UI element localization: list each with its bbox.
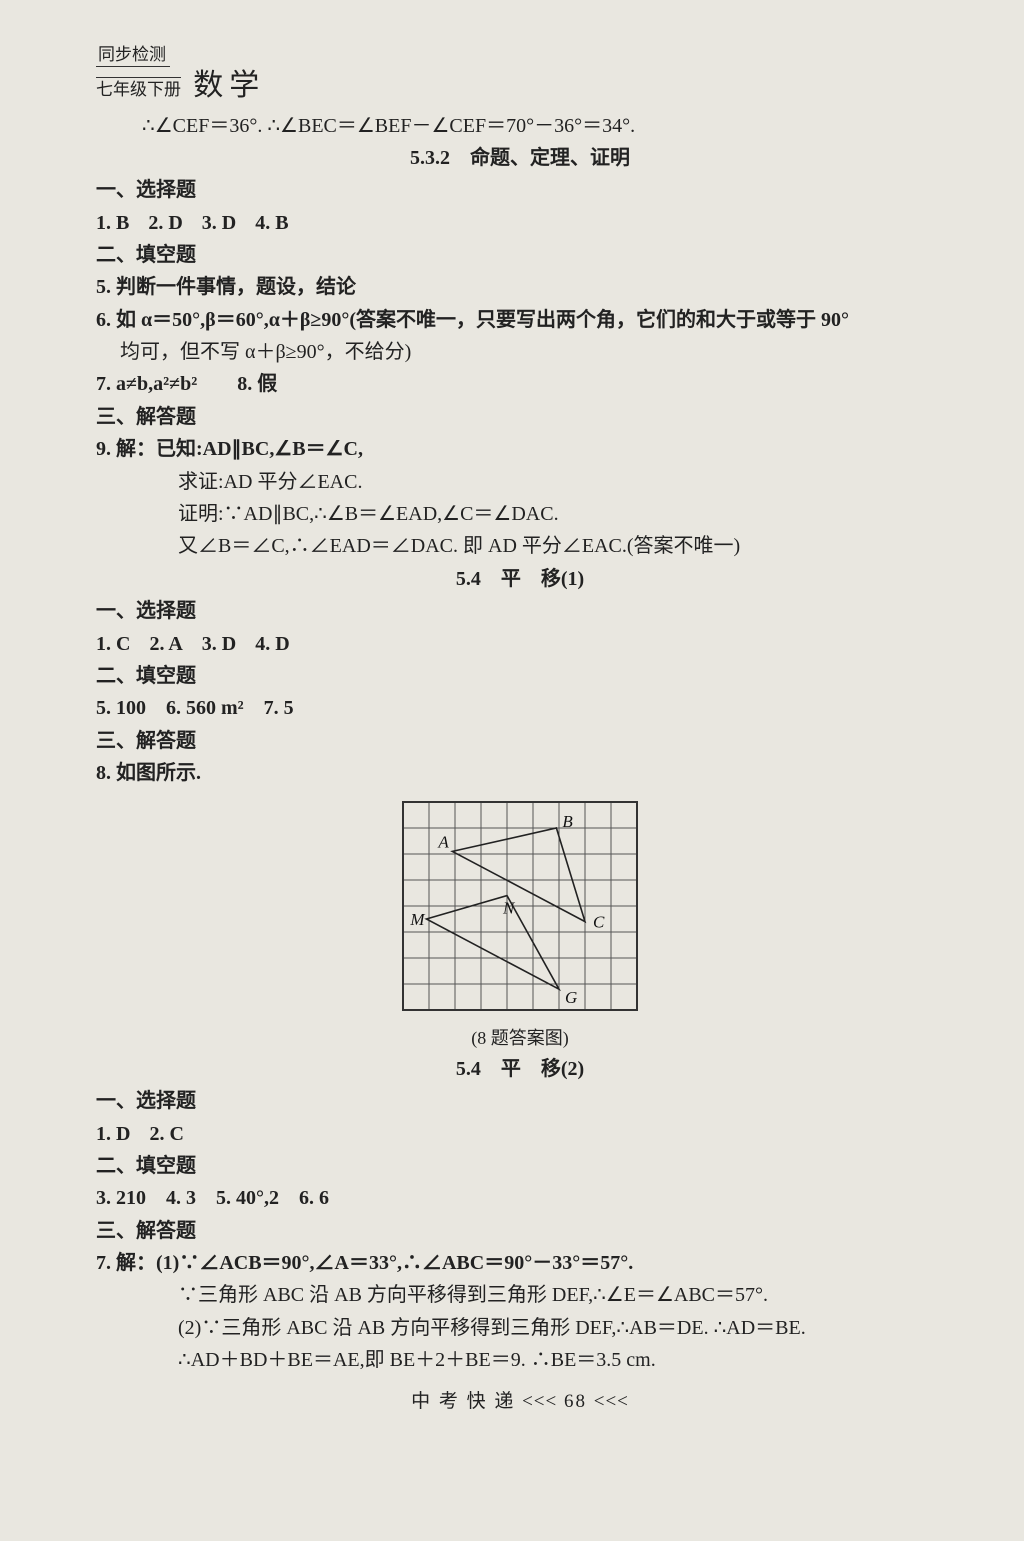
svg-text:B: B	[562, 812, 573, 831]
s1-q9c: 证明:∵AD∥BC,∴∠B＝∠EAD,∠C＝∠DAC.	[96, 498, 944, 530]
s1-h2: 二、填空题	[96, 239, 944, 271]
s3-q7c: (2)∵三角形 ABC 沿 AB 方向平移得到三角形 DEF,∴AB＝DE. ∴…	[96, 1312, 944, 1344]
s2-a2: 2. A	[149, 633, 182, 655]
s3-q7b: ∵三角形 ABC 沿 AB 方向平移得到三角形 DEF,∴∠E＝∠ABC＝57°…	[96, 1279, 944, 1311]
s3-h1: 一、选择题	[96, 1085, 944, 1117]
s2-fill: 5. 100 6. 560 m² 7. 5	[96, 692, 944, 724]
page-header: 同步检测 七年级下册 数学	[96, 44, 944, 105]
svg-text:C: C	[593, 912, 605, 931]
svg-text:G: G	[565, 988, 577, 1007]
s2-h3: 三、解答题	[96, 725, 944, 757]
footer-sep1: <<<	[522, 1391, 557, 1412]
s2-a4: 4. D	[255, 633, 289, 655]
s1-a4: 4. B	[255, 212, 288, 234]
s1-q9a: 9. 解：已知:AD∥BC,∠B＝∠C,	[96, 433, 944, 465]
s2-a3: 3. D	[202, 633, 236, 655]
s2-mc-answers: 1. C 2. A 3. D 4. D	[96, 628, 944, 660]
s2-q8: 8. 如图所示.	[96, 757, 944, 789]
svg-text:A: A	[437, 832, 449, 851]
s2-h2: 二、填空题	[96, 660, 944, 692]
page-footer: 中 考 快 递 <<< 68 <<<	[96, 1387, 944, 1418]
s1-q7: 7. a≠b,a²≠b² 8. 假	[96, 368, 944, 400]
footer-sep2: <<<	[594, 1391, 629, 1412]
s3-a2: 2. C	[149, 1123, 183, 1145]
s1-mc-answers: 1. B 2. D 3. D 4. B	[96, 207, 944, 239]
s3-h2: 二、填空题	[96, 1150, 944, 1182]
s1-q9b: 求证:AD 平分∠EAC.	[96, 466, 944, 498]
s3-mc-answers: 1. D 2. C	[96, 1118, 944, 1150]
s1-a3: 3. D	[202, 212, 236, 234]
grid-figure-svg: A B N M C G	[395, 796, 645, 1020]
carryover-line: ∴∠CEF＝36°. ∴∠BEC＝∠BEF－∠CEF＝70°－36°＝34°.	[96, 111, 944, 142]
footer-label: 中 考 快 递	[411, 1391, 515, 1412]
figure-8: A B N M C G	[96, 796, 944, 1020]
section-title-541: 5.4 平 移(1)	[96, 563, 944, 595]
s3-q7d: ∴AD＋BD＋BE＝AE,即 BE＋2＋BE＝9. ∴BE＝3.5 cm.	[96, 1344, 944, 1376]
s3-h3: 三、解答题	[96, 1215, 944, 1247]
hdr-line2: 七年级下册	[96, 77, 181, 100]
s2-h1: 一、选择题	[96, 595, 944, 627]
svg-text:N: N	[502, 898, 516, 917]
s1-a2: 2. D	[148, 212, 182, 234]
s3-fill: 3. 210 4. 3 5. 40°,2 6. 6	[96, 1182, 944, 1214]
section-title-542: 5.4 平 移(2)	[96, 1053, 944, 1085]
svg-text:M: M	[409, 910, 425, 929]
s1-a1: 1. B	[96, 212, 129, 234]
section-title-532: 5.3.2 命题、定理、证明	[96, 142, 944, 174]
s3-a1: 1. D	[96, 1123, 130, 1145]
hdr-subject: 数学	[193, 69, 265, 102]
s1-h3: 三、解答题	[96, 401, 944, 433]
s2-a1: 1. C	[96, 633, 130, 655]
figure-caption: (8 题答案图)	[96, 1024, 944, 1053]
s1-q6a: 6. 如 α＝50°,β＝60°,α＋β≥90°(答案不唯一，只要写出两个角，它…	[96, 304, 944, 336]
s1-h1: 一、选择题	[96, 174, 944, 206]
s1-q6b: 均可，但不写 α＋β≥90°，不给分)	[96, 336, 944, 368]
s1-q9d: 又∠B＝∠C,∴∠EAD＝∠DAC. 即 AD 平分∠EAC.(答案不唯一)	[96, 530, 944, 562]
s3-q7a: 7. 解：(1)∵∠ACB＝90°,∠A＝33°,∴∠ABC＝90°－33°＝5…	[96, 1247, 944, 1279]
s1-q5: 5. 判断一件事情，题设，结论	[96, 271, 944, 303]
footer-page: 68	[564, 1391, 587, 1412]
hdr-line1: 同步检测	[96, 44, 170, 67]
